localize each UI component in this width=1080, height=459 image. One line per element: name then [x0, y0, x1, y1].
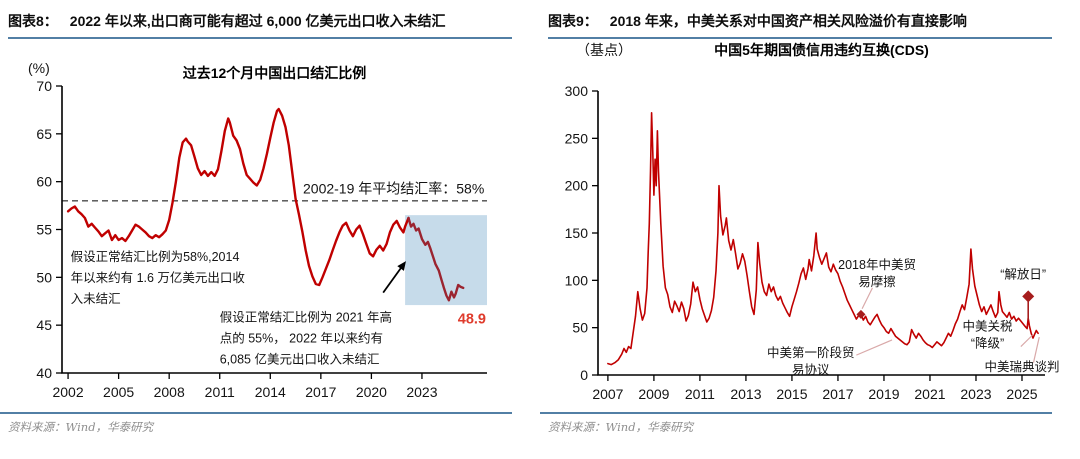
- axis-unit-label: （基点）: [576, 42, 632, 58]
- x-axis-tick-label: 2015: [776, 386, 807, 402]
- annotation-text: 点的 55%， 2022 年以来约有: [220, 330, 383, 345]
- y-axis-tick-label: 50: [36, 269, 52, 285]
- x-axis-tick-label: 2017: [305, 384, 336, 400]
- series-end-value-label: 48.9: [458, 311, 486, 327]
- y-axis-tick-label: 60: [36, 174, 52, 190]
- annotation-text: 假设正常结汇比例为58%,2014: [71, 249, 240, 264]
- y-axis-tick-label: 0: [580, 367, 588, 383]
- x-axis-tick-label: 2023: [960, 386, 991, 402]
- annotation-arrowhead: [397, 261, 406, 271]
- figure-8: 图表8： 2022 年以来,出口商可能有超过 6,000 亿美元出口收入未结汇 2…: [0, 11, 512, 435]
- x-axis-tick-label: 2008: [154, 384, 185, 400]
- annotation-text: 中美瑞典谈判: [984, 359, 1059, 374]
- y-axis-tick-label: 45: [36, 317, 52, 333]
- annotation-text: 假设正常结汇比例为 2021 年高: [220, 309, 392, 324]
- y-axis-tick-label: 55: [36, 222, 52, 238]
- figure8-caption-title: 2022 年以来,出口商可能有超过 6,000 亿美元出口收入未结汇: [69, 13, 446, 29]
- x-axis-tick-label: 2019: [868, 386, 899, 402]
- export-settlement-ratio-chart: 2002-19 年平均结汇率：58% 40 45 50 55 60 65 70 2002 2005…: [28, 60, 487, 400]
- x-axis-tick-label: 2021: [914, 386, 945, 402]
- x-axis-tick-label: 2011: [685, 386, 715, 402]
- x-axis-tick-label: 2025: [1006, 386, 1037, 402]
- y-axis-tick-label: 50: [572, 320, 588, 336]
- y-axis-tick-label: 150: [565, 225, 589, 241]
- figure-9: 图表9： 2018 年来，中美关系对中国资产相关风险溢价有直接影响 0 50 100 1…: [540, 0, 1080, 459]
- series-line: [607, 112, 1039, 366]
- annotation-text: “降级”: [971, 337, 1004, 351]
- china-cds-chart: 0 50 100 150 200 250 300 2007 2009 2011 2013 2015 20…: [565, 42, 1060, 402]
- y-axis-tick-label: 200: [565, 178, 589, 194]
- x-axis-tick-label: 2017: [822, 386, 853, 402]
- annotation-text: “解放日”: [1000, 266, 1046, 281]
- x-axis-tick-label: 2023: [406, 384, 437, 400]
- annotation-leader-line: [856, 339, 893, 356]
- figure9-source-note: 资料来源：Wind，华泰研究: [540, 412, 1052, 435]
- chart-title: 过去12个月中国出口结汇比例: [183, 65, 367, 81]
- x-axis-tick-label: 2014: [255, 384, 286, 400]
- y-axis-tick-label: 250: [565, 130, 589, 146]
- x-axis-tick-label: 2009: [638, 386, 669, 402]
- annotation-text: 2018年中美贸: [838, 257, 916, 272]
- x-axis-tick-label: 2005: [103, 384, 134, 400]
- annotation-text: 6,085 亿美元出口收入未结汇: [220, 351, 380, 366]
- x-axis-tick-label: 2013: [730, 386, 761, 402]
- x-axis-tick-label: 2011: [205, 384, 235, 400]
- chart-title: 中国5年期国债信用违约互换(CDS): [714, 42, 929, 58]
- x-axis-tick-label: 2020: [356, 384, 387, 400]
- event-marker-diamond: [1022, 290, 1035, 303]
- annotation-leader-line: [1020, 334, 1033, 348]
- y-axis-tick-label: 40: [36, 365, 52, 381]
- annotation-text: 易协议: [792, 362, 830, 377]
- figure8-source-note: 资料来源：Wind，华泰研究: [0, 412, 512, 435]
- y-axis-tick-label: 70: [36, 78, 52, 94]
- annotation-text: 年以来约有 1.6 万亿美元出口收: [71, 270, 246, 285]
- figure8-caption: 图表8： 2022 年以来,出口商可能有超过 6,000 亿美元出口收入未结汇: [8, 11, 512, 39]
- annotation-text: 中美关税: [962, 319, 1013, 334]
- figure9-caption: 图表9： 2018 年来，中美关系对中国资产相关风险溢价有直接影响: [548, 11, 1052, 39]
- figure9-caption-title: 2018 年来，中美关系对中国资产相关风险溢价有直接影响: [609, 13, 967, 29]
- x-axis-tick-label: 2007: [592, 386, 623, 402]
- annotation-text: 中美第一阶段贸: [767, 345, 855, 360]
- figure9-caption-label: 图表9：: [548, 13, 598, 29]
- annotation-leader-line: [861, 287, 873, 310]
- axis-unit-label: (%): [28, 60, 50, 76]
- series-line: [66, 107, 410, 287]
- annotation-text: 易摩擦: [858, 274, 896, 289]
- reference-line-label: 2002-19 年平均结汇率：58%: [303, 181, 484, 197]
- annotation-leader-line: [1032, 337, 1040, 363]
- event-marker-diamond: [856, 309, 866, 319]
- annotation-arrow: [382, 265, 404, 294]
- x-axis-tick-label: 2002: [52, 384, 83, 400]
- y-axis-tick-label: 300: [565, 83, 589, 99]
- series-line: [407, 216, 465, 302]
- y-axis-tick-label: 65: [36, 126, 52, 142]
- y-axis-tick-label: 100: [565, 272, 589, 288]
- annotation-text: 入未结汇: [71, 292, 121, 306]
- figure8-caption-label: 图表8：: [8, 13, 58, 29]
